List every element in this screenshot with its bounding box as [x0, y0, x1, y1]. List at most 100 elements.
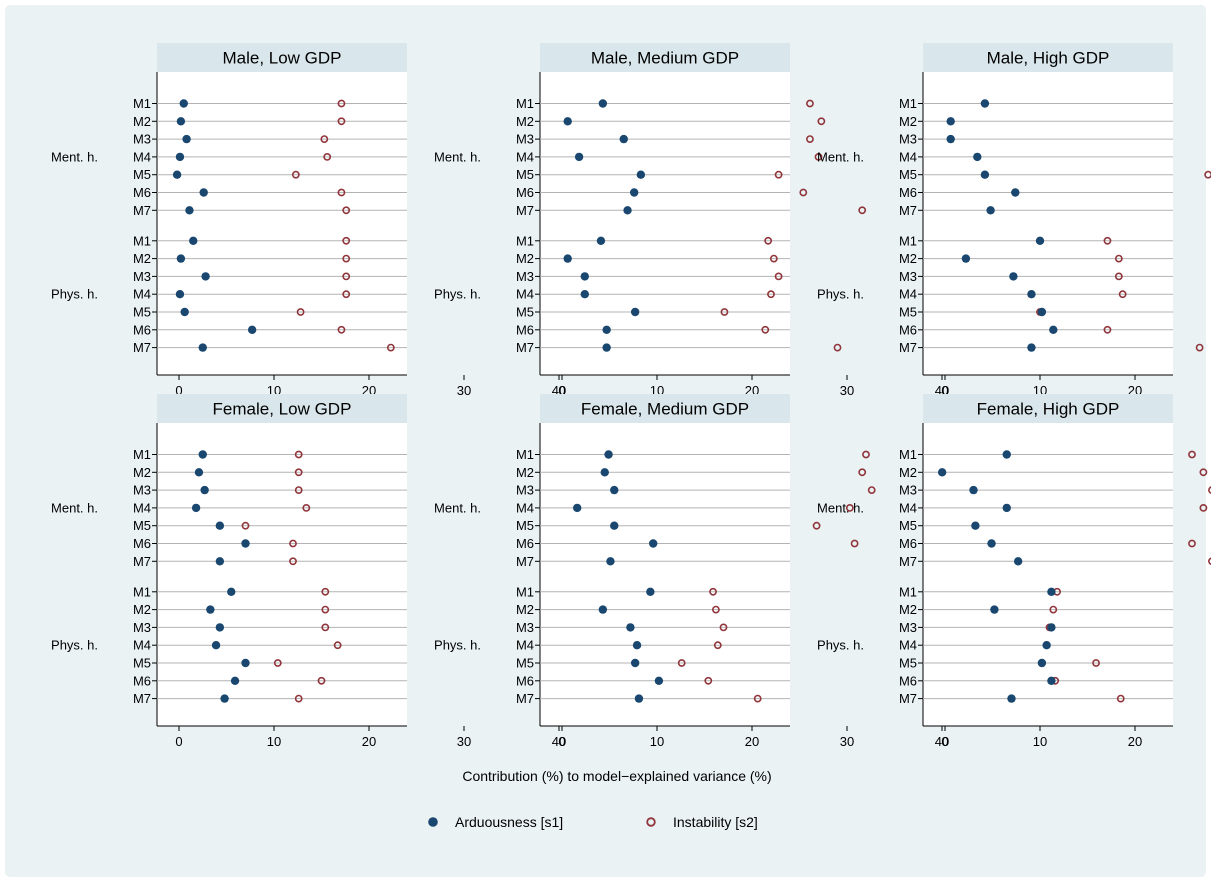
arduousness-point: [580, 290, 589, 299]
instability-point: [720, 308, 729, 316]
x-tick-label: 10: [267, 734, 281, 749]
instability-point: [1188, 539, 1196, 548]
y-tick-label: M3: [516, 132, 534, 147]
y-tick-label: M3: [133, 483, 151, 498]
arduousness-point: [215, 557, 225, 566]
arduousness-point: [606, 557, 615, 566]
arduousness-point: [980, 170, 990, 179]
arduousness-point: [574, 152, 584, 162]
instability-point: [1114, 254, 1123, 263]
instability-point: [386, 343, 395, 352]
arduousness-point: [200, 485, 209, 495]
instability-point: [1199, 468, 1208, 477]
y-tick-label: M7: [516, 203, 534, 218]
panel-title: Male, Low GDP: [222, 49, 341, 68]
arduousness-point: [176, 254, 186, 263]
instability-point: [1092, 659, 1100, 667]
arduousness-point: [563, 117, 572, 126]
panel-title: Female, Medium GDP: [581, 400, 749, 419]
instability-point: [1103, 236, 1112, 245]
instability-point: [769, 254, 778, 263]
panel-plot-area: [540, 72, 790, 375]
y-tick-label: M1: [516, 233, 534, 248]
instability-point: [858, 468, 867, 477]
instability-point: [761, 325, 770, 334]
arduousness-point: [1037, 658, 1047, 668]
y-tick-label: M2: [899, 602, 917, 617]
y-tick-label: M4: [516, 149, 534, 164]
y-tick-label: M3: [516, 620, 534, 635]
instability-point: [294, 694, 303, 703]
arduousness-point: [630, 307, 640, 317]
panel-title: Female, High GDP: [977, 400, 1120, 419]
arduousness-point: [198, 343, 207, 352]
arduousness-point: [598, 605, 608, 614]
arduousness-point: [602, 343, 611, 352]
arduousness-point: [610, 521, 619, 530]
instability-point: [812, 521, 821, 530]
panel-title: Female, Low GDP: [213, 400, 352, 419]
group-label: Ment. h.: [51, 149, 98, 164]
arduousness-point: [175, 152, 185, 162]
y-tick-label: M2: [899, 251, 917, 266]
arduousness-point: [189, 236, 198, 245]
y-tick-label: M1: [133, 96, 151, 111]
instability-point: [289, 539, 297, 548]
y-tick-label: M6: [133, 673, 151, 688]
x-tick-label: 0: [175, 383, 182, 398]
instability-point: [337, 188, 346, 197]
arduousness-point: [1035, 236, 1045, 245]
instability-point: [1116, 694, 1125, 703]
arduousness-point: [623, 206, 632, 215]
arduousness-point: [198, 450, 207, 459]
x-tick-label: 40: [935, 734, 949, 749]
y-tick-label: M5: [516, 305, 534, 320]
arduousness-point: [1011, 188, 1020, 197]
instability-point: [1208, 486, 1211, 494]
y-tick-label: M7: [899, 691, 917, 706]
instability-point: [845, 503, 854, 512]
instability-point: [289, 557, 297, 566]
instability-point: [806, 135, 814, 143]
instability-point: [321, 623, 330, 632]
x-tick-label: 20: [1128, 734, 1142, 749]
arduousness-point: [619, 134, 628, 144]
y-tick-label: M1: [133, 584, 151, 599]
legend-marker-arduousness: [428, 817, 438, 827]
instability-point: [1204, 170, 1211, 179]
y-tick-label: M4: [133, 500, 151, 515]
y-tick-label: M7: [516, 691, 534, 706]
y-tick-label: M2: [133, 251, 151, 266]
y-tick-label: M5: [516, 518, 534, 533]
arduousness-point: [596, 236, 606, 245]
arduousness-point: [649, 539, 658, 548]
group-label: Phys. h.: [817, 287, 864, 302]
arduousness-point: [176, 117, 186, 126]
panel-plot-area: [923, 423, 1173, 726]
x-tick-label: 30: [840, 383, 854, 398]
group-label: Phys. h.: [51, 287, 98, 302]
y-tick-label: M4: [133, 149, 151, 164]
y-tick-label: M4: [899, 287, 917, 302]
instability-point: [677, 659, 686, 667]
y-tick-label: M1: [516, 584, 534, 599]
y-tick-label: M2: [899, 114, 917, 129]
arduousness-point: [636, 170, 646, 179]
y-tick-label: M4: [516, 500, 534, 515]
arduousness-point: [1047, 676, 1056, 685]
y-tick-label: M1: [516, 96, 534, 111]
arduousness-point: [630, 188, 639, 197]
y-tick-label: M6: [133, 536, 151, 551]
arduousness-point: [604, 450, 613, 459]
arduousness-point: [937, 468, 947, 477]
arduousness-point: [1037, 307, 1047, 317]
y-tick-label: M7: [516, 340, 534, 355]
instability-point: [704, 676, 713, 685]
x-tick-label: 20: [745, 734, 759, 749]
instability-point: [1103, 325, 1112, 334]
panel-strip: [540, 394, 790, 423]
arduousness-point: [600, 468, 609, 477]
